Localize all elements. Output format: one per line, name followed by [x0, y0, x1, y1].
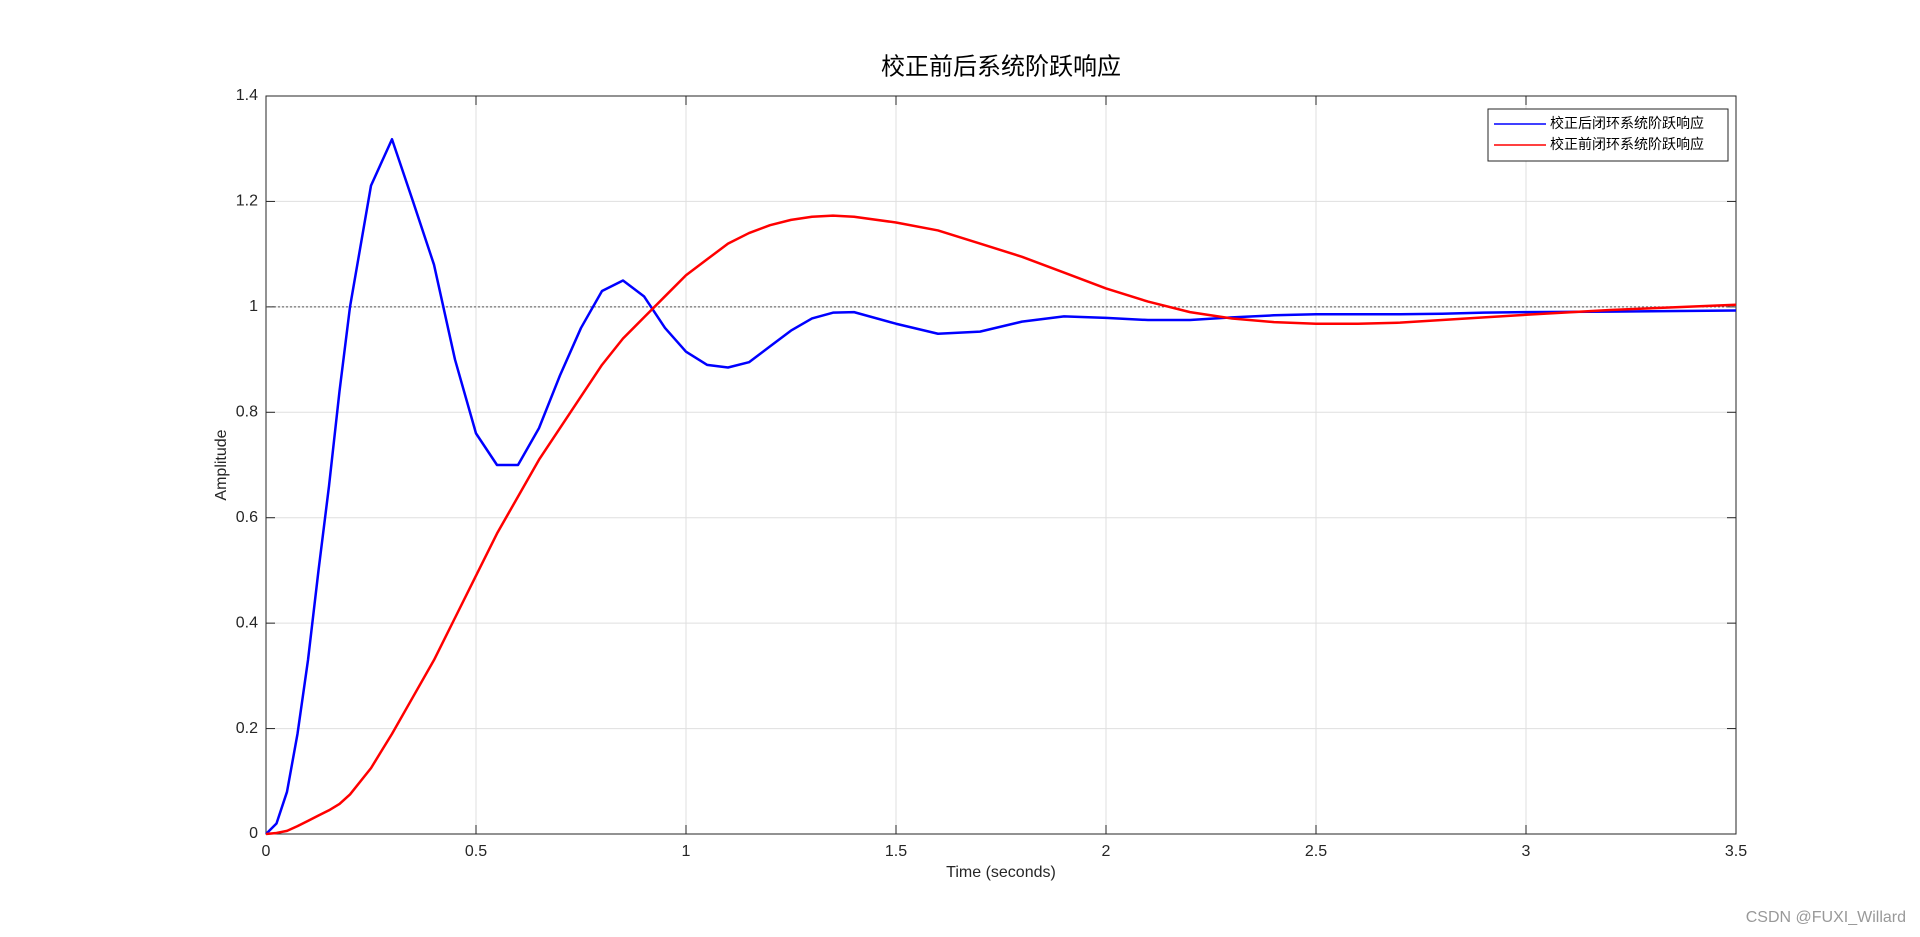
- x-tick-label: 3: [1522, 843, 1531, 860]
- y-tick-label: 0.4: [236, 614, 258, 631]
- x-tick-label: 2.5: [1305, 843, 1327, 860]
- y-tick-label: 1.4: [236, 87, 258, 104]
- y-tick-label: 1: [249, 298, 258, 315]
- y-tick-label: 1.2: [236, 193, 258, 210]
- y-axis-label: Amplitude: [213, 429, 230, 500]
- y-tick-label: 0.8: [236, 404, 258, 421]
- x-tick-label: 1.5: [885, 843, 907, 860]
- x-tick-label: 0.5: [465, 843, 487, 860]
- x-tick-label: 1: [682, 843, 691, 860]
- plot-frame: [265, 95, 1737, 835]
- x-tick-label: 3.5: [1725, 843, 1747, 860]
- watermark: CSDN @FUXI_Willard: [1746, 909, 1906, 926]
- chart-title: 校正前后系统阶跃响应: [881, 53, 1121, 81]
- series-line: [265, 214, 1737, 836]
- x-tick-label: 0: [262, 843, 271, 860]
- y-tick-label: 0.2: [236, 720, 258, 737]
- y-tick-label: 0.6: [236, 509, 258, 526]
- x-tick-label: 2: [1102, 843, 1111, 860]
- legend-label: 校正前闭环系统阶跃响应: [1550, 136, 1704, 153]
- legend-label: 校正后闭环系统阶跃响应: [1550, 115, 1704, 132]
- legend-box: [1487, 108, 1729, 162]
- y-tick-label: 0: [249, 825, 258, 842]
- x-axis-label: Time (seconds): [946, 864, 1056, 881]
- series-line: [265, 137, 1737, 835]
- plot-area: [266, 96, 1736, 834]
